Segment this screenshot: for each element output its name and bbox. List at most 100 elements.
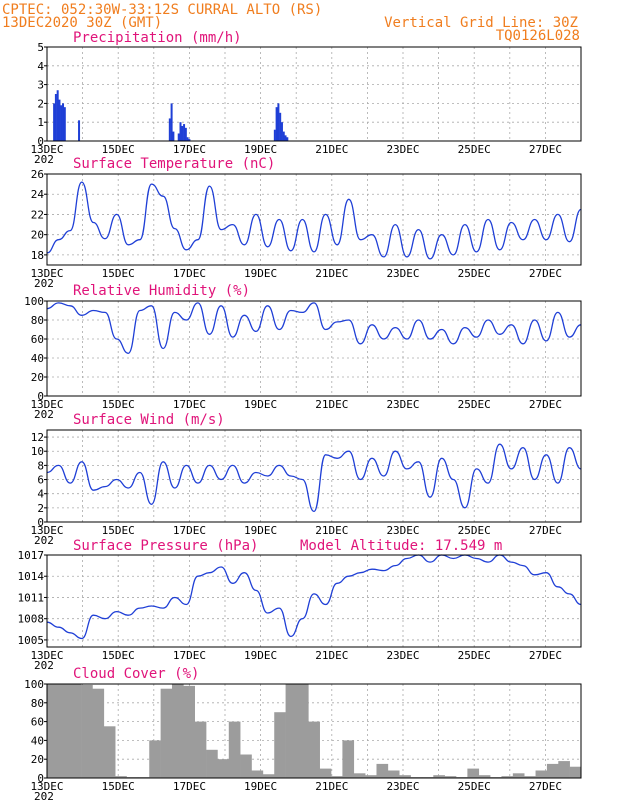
x-tick-label: 17DEC bbox=[173, 398, 206, 411]
precip-bar bbox=[183, 124, 186, 141]
panel-2: Surface Temperature (nC) 18 20 22 24 26 13DEC 1… bbox=[30, 156, 582, 290]
cloud-bar bbox=[467, 768, 480, 778]
precip-bar bbox=[63, 107, 66, 141]
y-tick-label: 2 bbox=[37, 97, 44, 110]
x-tick-stub: 202 bbox=[34, 153, 54, 166]
cloud-bar bbox=[387, 770, 400, 778]
x-tick-stub: 202 bbox=[34, 277, 54, 290]
cloud-bar bbox=[240, 754, 252, 778]
y-tick-label: 1011 bbox=[18, 591, 45, 604]
y-tick-label: 4 bbox=[37, 488, 44, 501]
x-tick-label: 27DEC bbox=[529, 143, 562, 156]
panel-1: Precipitation (mm/h) 0 1 2 3 4 5 13DEC 15DEC 17DE… bbox=[30, 30, 582, 166]
plot-frame bbox=[46, 429, 582, 523]
precip-bar bbox=[56, 90, 59, 141]
y-tick-label: 60 bbox=[31, 716, 44, 729]
cloud-bar bbox=[262, 774, 275, 778]
cloud-bar bbox=[546, 763, 559, 778]
x-tick-label: 15DEC bbox=[102, 649, 135, 662]
x-tick-label: 19DEC bbox=[244, 780, 277, 793]
plot-frame bbox=[46, 300, 582, 397]
x-tick-label: 27DEC bbox=[529, 398, 562, 411]
cloud-bar bbox=[399, 775, 411, 778]
header-grid-line: Vertical Grid Line: 30Z bbox=[384, 15, 578, 31]
precip-bar bbox=[188, 139, 191, 141]
x-tick-label: 13DEC bbox=[30, 143, 63, 156]
y-tick-label: 0 bbox=[37, 390, 44, 403]
x-tick-label: 21DEC bbox=[315, 649, 348, 662]
y-tick-label: 0 bbox=[37, 516, 44, 529]
x-tick-label: 15DEC bbox=[102, 267, 135, 280]
plot-frame bbox=[46, 683, 582, 779]
cloud-bar bbox=[81, 684, 93, 778]
x-tick-label: 13DEC bbox=[30, 398, 63, 411]
precip-bar bbox=[54, 94, 57, 141]
cloud-bar bbox=[512, 773, 525, 778]
panel-title: Cloud Cover (%) bbox=[73, 666, 199, 682]
y-tick-label: 10 bbox=[31, 445, 44, 458]
panel-3: Relative Humidity (%) 0 20 40 60 80 100 13DEC 15… bbox=[24, 283, 582, 421]
cloud-bar bbox=[535, 770, 548, 778]
cloud-bar bbox=[69, 684, 82, 778]
series-line bbox=[46, 181, 582, 260]
x-tick-label: 17DEC bbox=[173, 649, 206, 662]
cloud-bar bbox=[444, 776, 457, 778]
y-tick-label: 20 bbox=[31, 371, 44, 384]
header-location: CPTEC: 052:30W-33:12S CURRAL ALTO (RS) bbox=[2, 2, 322, 18]
x-tick-label: 23DEC bbox=[386, 649, 419, 662]
precip-bar bbox=[277, 103, 280, 141]
precip-bar bbox=[170, 103, 173, 141]
plot-frame bbox=[46, 46, 582, 142]
x-tick-label: 17DEC bbox=[173, 524, 206, 537]
y-tick-label: 3 bbox=[37, 79, 44, 92]
precip-bar bbox=[279, 112, 282, 141]
cloud-bar bbox=[365, 775, 377, 778]
x-tick-label: 25DEC bbox=[458, 143, 491, 156]
x-tick-label: 19DEC bbox=[244, 649, 277, 662]
cloud-bar bbox=[478, 775, 491, 778]
y-tick-label: 12 bbox=[31, 431, 44, 444]
x-tick-label: 25DEC bbox=[458, 267, 491, 280]
precip-bar bbox=[58, 99, 61, 141]
x-tick-label: 15DEC bbox=[102, 143, 135, 156]
x-tick-label: 19DEC bbox=[244, 267, 277, 280]
y-tick-label: 1014 bbox=[18, 570, 45, 583]
x-tick-label: 23DEC bbox=[386, 524, 419, 537]
cloud-bar bbox=[296, 684, 309, 778]
x-tick-label: 19DEC bbox=[244, 398, 277, 411]
precip-bar bbox=[184, 127, 187, 141]
y-tick-label: 40 bbox=[31, 734, 44, 747]
panel-title: Relative Humidity (%) bbox=[73, 283, 250, 299]
cloud-bar bbox=[308, 721, 320, 778]
y-tick-label: 0 bbox=[37, 135, 44, 148]
y-tick-label: 1008 bbox=[18, 613, 45, 626]
cloud-bar bbox=[228, 721, 241, 778]
cloud-bar bbox=[342, 740, 355, 778]
cloud-bar bbox=[206, 749, 218, 778]
series-line bbox=[46, 443, 582, 513]
cloud-bar bbox=[160, 688, 173, 778]
precip-bar bbox=[53, 103, 56, 141]
cloud-bar bbox=[376, 763, 389, 778]
y-tick-label: 24 bbox=[31, 188, 45, 201]
precip-bar bbox=[186, 137, 189, 141]
y-tick-label: 80 bbox=[31, 314, 44, 327]
cloud-bar bbox=[285, 684, 298, 778]
precip-bar bbox=[60, 105, 63, 141]
x-tick-label: 25DEC bbox=[458, 524, 491, 537]
cloud-bar bbox=[319, 768, 332, 778]
precip-bar bbox=[273, 129, 276, 141]
cloud-bar bbox=[92, 688, 105, 778]
x-tick-label: 27DEC bbox=[529, 649, 562, 662]
precip-bar bbox=[62, 103, 65, 141]
y-tick-label: 4 bbox=[37, 60, 44, 73]
x-tick-label: 21DEC bbox=[315, 524, 348, 537]
header-model-id: TQ0126L028 bbox=[496, 28, 580, 44]
cloud-bar bbox=[251, 770, 264, 778]
y-tick-label: 20 bbox=[31, 753, 44, 766]
x-tick-stub: 202 bbox=[34, 408, 54, 421]
x-tick-stub: 202 bbox=[34, 659, 54, 672]
cloud-bar bbox=[58, 684, 71, 778]
y-tick-label: 100 bbox=[24, 295, 44, 308]
